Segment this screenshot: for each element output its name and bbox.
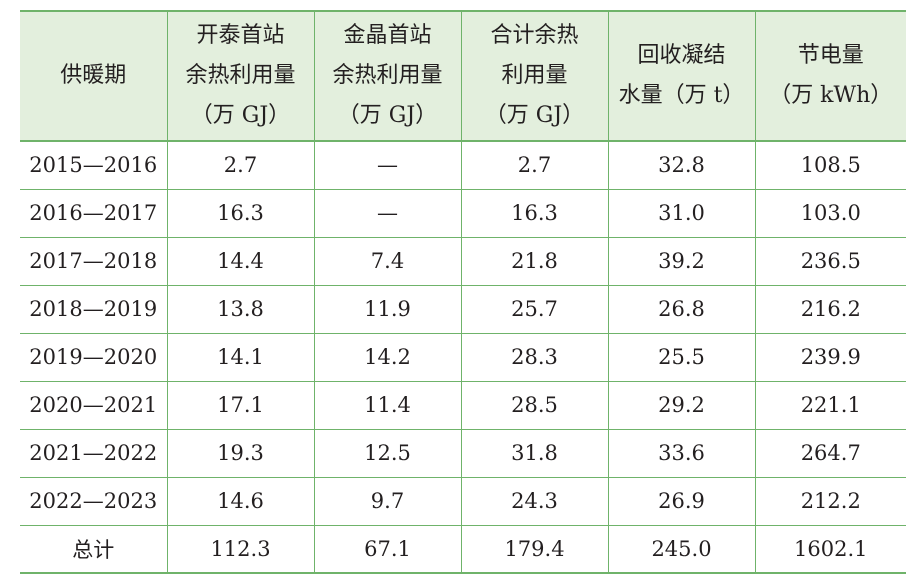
cell-jinjing-heat: — xyxy=(313,141,461,190)
total-kaitai-heat: 112.3 xyxy=(166,525,314,574)
cell-heating-period: 2018—2019 xyxy=(20,285,167,334)
header-line: （万 GJ） xyxy=(190,103,291,128)
header-line: 利用量 xyxy=(501,63,568,88)
cell-kaitai-heat: 17.1 xyxy=(166,381,314,430)
cell-jinjing-heat: 9.7 xyxy=(313,477,461,526)
heat-recovery-table: 供暖期 开泰首站 余热利用量 （万 GJ） 金晶首站 余热利用量 （万 GJ） … xyxy=(20,10,906,574)
total-total-heat: 179.4 xyxy=(460,525,608,574)
table-row: 2015—2016 2.7 — 2.7 32.8 108.5 xyxy=(20,141,906,190)
cell-power-saving: 216.2 xyxy=(754,285,906,334)
cell-power-saving: 212.2 xyxy=(754,477,906,526)
header-line: 余热利用量 xyxy=(332,63,443,88)
table-row: 2016—2017 16.3 — 16.3 31.0 103.0 xyxy=(20,189,906,238)
total-jinjing-heat: 67.1 xyxy=(313,525,461,574)
header-cell-total-heat: 合计余热 利用量 （万 GJ） xyxy=(460,10,608,142)
total-row: 总计 112.3 67.1 179.4 245.0 1602.1 xyxy=(20,525,906,574)
cell-kaitai-heat: 14.4 xyxy=(166,237,314,286)
cell-condensate-water: 31.0 xyxy=(607,189,755,238)
header-row: 供暖期 开泰首站 余热利用量 （万 GJ） 金晶首站 余热利用量 （万 GJ） … xyxy=(20,10,906,142)
cell-condensate-water: 32.8 xyxy=(607,141,755,190)
header-line: 供暖期 xyxy=(60,63,127,88)
cell-condensate-water: 33.6 xyxy=(607,429,755,478)
cell-power-saving: 236.5 xyxy=(754,237,906,286)
cell-jinjing-heat: 11.9 xyxy=(313,285,461,334)
header-line: 节电量 xyxy=(797,43,864,68)
table-row: 2018—2019 13.8 11.9 25.7 26.8 216.2 xyxy=(20,285,906,334)
cell-power-saving: 239.9 xyxy=(754,333,906,382)
total-condensate-water: 245.0 xyxy=(607,525,755,574)
cell-jinjing-heat: 11.4 xyxy=(313,381,461,430)
cell-power-saving: 221.1 xyxy=(754,381,906,430)
cell-condensate-water: 25.5 xyxy=(607,333,755,382)
total-label: 总计 xyxy=(20,525,167,574)
cell-condensate-water: 26.9 xyxy=(607,477,755,526)
header-line: （万 GJ） xyxy=(337,103,438,128)
cell-jinjing-heat: 14.2 xyxy=(313,333,461,382)
header-cell-kaitai-heat: 开泰首站 余热利用量 （万 GJ） xyxy=(166,10,314,142)
header-line: 开泰首站 xyxy=(196,23,285,48)
cell-total-heat: 21.8 xyxy=(460,237,608,286)
cell-power-saving: 264.7 xyxy=(754,429,906,478)
cell-condensate-water: 29.2 xyxy=(607,381,755,430)
cell-heating-period: 2016—2017 xyxy=(20,189,167,238)
cell-kaitai-heat: 16.3 xyxy=(166,189,314,238)
cell-heating-period: 2021—2022 xyxy=(20,429,167,478)
header-line: 合计余热 xyxy=(490,23,579,48)
table-row: 2017—2018 14.4 7.4 21.8 39.2 236.5 xyxy=(20,237,906,286)
heat-recovery-table-container: 供暖期 开泰首站 余热利用量 （万 GJ） 金晶首站 余热利用量 （万 GJ） … xyxy=(20,10,906,574)
cell-total-heat: 16.3 xyxy=(460,189,608,238)
cell-kaitai-heat: 2.7 xyxy=(166,141,314,190)
header-cell-power-saving: 节电量 （万 kWh） xyxy=(754,10,906,142)
cell-condensate-water: 26.8 xyxy=(607,285,755,334)
cell-total-heat: 28.3 xyxy=(460,333,608,382)
cell-heating-period: 2019—2020 xyxy=(20,333,167,382)
cell-jinjing-heat: 12.5 xyxy=(313,429,461,478)
table-row: 2021—2022 19.3 12.5 31.8 33.6 264.7 xyxy=(20,429,906,478)
header-line: 水量（万 t） xyxy=(618,83,745,108)
cell-heating-period: 2015—2016 xyxy=(20,141,167,190)
cell-power-saving: 108.5 xyxy=(754,141,906,190)
cell-heating-period: 2020—2021 xyxy=(20,381,167,430)
cell-jinjing-heat: — xyxy=(313,189,461,238)
cell-kaitai-heat: 13.8 xyxy=(166,285,314,334)
header-line: （万 kWh） xyxy=(769,83,893,108)
header-line: 金晶首站 xyxy=(343,23,432,48)
total-power-saving: 1602.1 xyxy=(754,525,906,574)
cell-total-heat: 28.5 xyxy=(460,381,608,430)
header-cell-jinjing-heat: 金晶首站 余热利用量 （万 GJ） xyxy=(313,10,461,142)
cell-heating-period: 2022—2023 xyxy=(20,477,167,526)
cell-total-heat: 24.3 xyxy=(460,477,608,526)
cell-total-heat: 2.7 xyxy=(460,141,608,190)
cell-total-heat: 25.7 xyxy=(460,285,608,334)
cell-power-saving: 103.0 xyxy=(754,189,906,238)
cell-jinjing-heat: 7.4 xyxy=(313,237,461,286)
cell-condensate-water: 39.2 xyxy=(607,237,755,286)
header-cell-condensate-water: 回收凝结 水量（万 t） xyxy=(607,10,755,142)
header-line: 余热利用量 xyxy=(185,63,296,88)
table-row: 2022—2023 14.6 9.7 24.3 26.9 212.2 xyxy=(20,477,906,526)
cell-total-heat: 31.8 xyxy=(460,429,608,478)
header-cell-heating-period: 供暖期 xyxy=(20,10,167,142)
header-line: 回收凝结 xyxy=(637,43,726,68)
cell-heating-period: 2017—2018 xyxy=(20,237,167,286)
table-row: 2020—2021 17.1 11.4 28.5 29.2 221.1 xyxy=(20,381,906,430)
cell-kaitai-heat: 14.1 xyxy=(166,333,314,382)
header-line: （万 GJ） xyxy=(484,103,585,128)
cell-kaitai-heat: 14.6 xyxy=(166,477,314,526)
cell-kaitai-heat: 19.3 xyxy=(166,429,314,478)
table-row: 2019—2020 14.1 14.2 28.3 25.5 239.9 xyxy=(20,333,906,382)
